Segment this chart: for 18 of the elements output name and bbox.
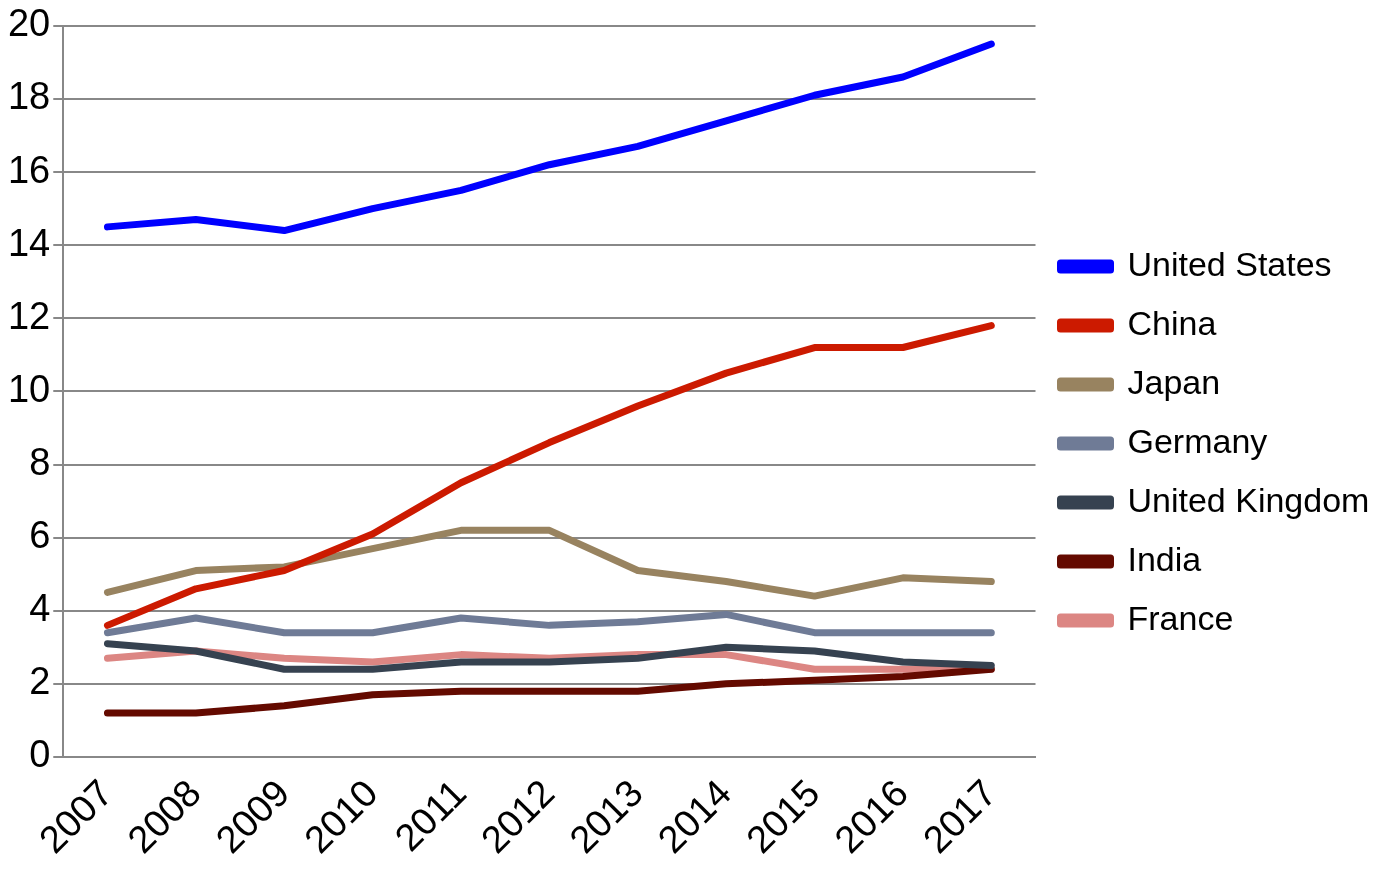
y-tick-label: 10 (7, 367, 51, 410)
y-tick-label: 6 (29, 514, 51, 557)
legend-label: Japan (1127, 362, 1221, 401)
legend-label: Germany (1127, 421, 1268, 460)
y-tick-label: 4 (29, 587, 51, 630)
legend-label: United Kingdom (1127, 480, 1370, 519)
legend-label: France (1127, 598, 1234, 637)
legend-label: China (1127, 303, 1217, 342)
legend-label: India (1127, 539, 1202, 578)
legend-label: United States (1127, 244, 1332, 283)
y-tick-label: 14 (7, 221, 51, 264)
y-tick-label: 18 (7, 75, 51, 118)
y-tick-label: 20 (7, 2, 51, 45)
y-tick-label: 2 (29, 660, 51, 703)
y-tick-label: 12 (7, 294, 51, 337)
y-tick-label: 8 (29, 440, 51, 483)
y-tick-label: 0 (29, 733, 51, 776)
y-tick-label: 16 (7, 148, 51, 191)
